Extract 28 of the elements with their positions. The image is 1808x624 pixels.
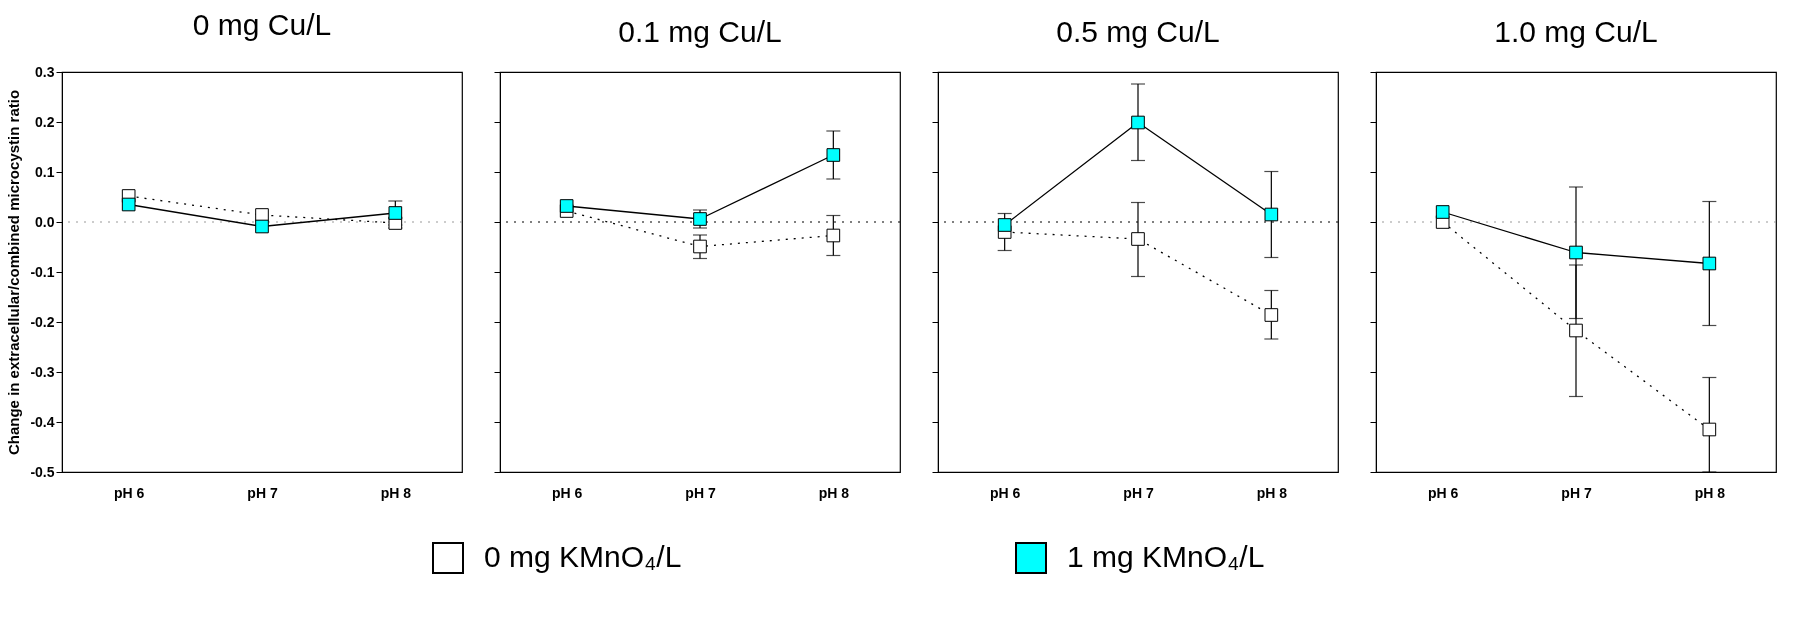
x-tick-label: pH 8 — [1256, 484, 1288, 501]
x-tick-label: pH 6 — [113, 484, 145, 501]
x-tick-label: pH 8 — [380, 484, 412, 501]
legend-label: 1 mg KMnO₄/L — [1067, 540, 1265, 573]
y-tick-label: 0.2 — [35, 113, 55, 130]
legend-label: 0 mg KMnO₄/L — [484, 540, 682, 573]
chart-title: 0.5 mg Cu/L — [1056, 14, 1220, 48]
y-tick-label: -0.1 — [30, 263, 55, 280]
y-tick-label: -0.4 — [30, 413, 55, 430]
y-axis-title: Change in extracellular/combined microcystin ratio — [5, 89, 23, 456]
y-tick-label: 0.3 — [35, 63, 55, 80]
x-tick-label: pH 8 — [1694, 484, 1726, 501]
chart-title: 0.1 mg Cu/L — [618, 14, 782, 48]
x-tick-label: pH 6 — [989, 484, 1021, 501]
y-tick-label: 0.0 — [35, 213, 55, 230]
x-tick-label: pH 6 — [551, 484, 583, 501]
y-tick-label: -0.2 — [30, 313, 55, 330]
y-tick-label: 0.1 — [35, 163, 55, 180]
x-tick-label: pH 7 — [685, 484, 716, 501]
x-tick-label: pH 8 — [818, 484, 850, 501]
y-tick-label: -0.5 — [30, 463, 55, 480]
y-tick-label: -0.3 — [30, 363, 55, 380]
chart-title: 1.0 mg Cu/L — [1494, 14, 1658, 48]
x-tick-label: pH 7 — [247, 484, 278, 501]
x-tick-label: pH 7 — [1123, 484, 1154, 501]
chart-title: 0 mg Cu/L — [192, 8, 332, 41]
x-tick-label: pH 6 — [1427, 484, 1459, 501]
x-tick-label: pH 7 — [1561, 484, 1592, 501]
